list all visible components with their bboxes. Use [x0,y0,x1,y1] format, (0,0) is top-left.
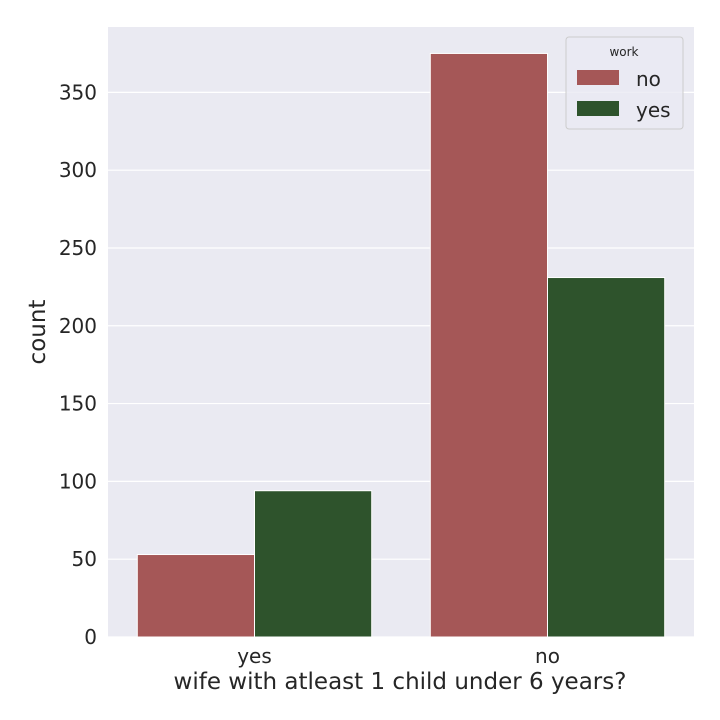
y-tick-label-350: 350 [59,80,97,104]
bar-no-no [429,52,548,638]
legend-label-no: no [636,67,661,91]
bar-no-yes [547,277,666,638]
y-tick-label-150: 150 [59,392,97,416]
y-tick-label-0: 0 [84,625,97,649]
y-tick-label-300: 300 [59,158,97,182]
y-tick-label-100: 100 [59,469,97,493]
x-tick-label-yes: yes [237,644,272,668]
legend-swatch-yes [577,101,619,116]
legend-swatch-no [577,70,619,85]
x-tick-label-no: no [535,644,560,668]
bar-yes-no [136,554,255,638]
y-tick-label-250: 250 [59,236,97,260]
bars [136,52,666,638]
legend-title: work [609,45,638,59]
y-tick-label-200: 200 [59,314,97,338]
x-axis-label: wife with atleast 1 child under 6 years? [174,669,627,695]
y-axis-ticks: 0 50 100 150 200 250 300 350 [59,80,97,649]
legend: work no yes [565,36,684,130]
x-axis-ticks: yes no [237,644,560,668]
legend-label-yes: yes [636,98,671,122]
y-tick-label-50: 50 [72,547,97,571]
bar-yes-yes [254,490,373,638]
y-axis-label: count [25,300,51,365]
